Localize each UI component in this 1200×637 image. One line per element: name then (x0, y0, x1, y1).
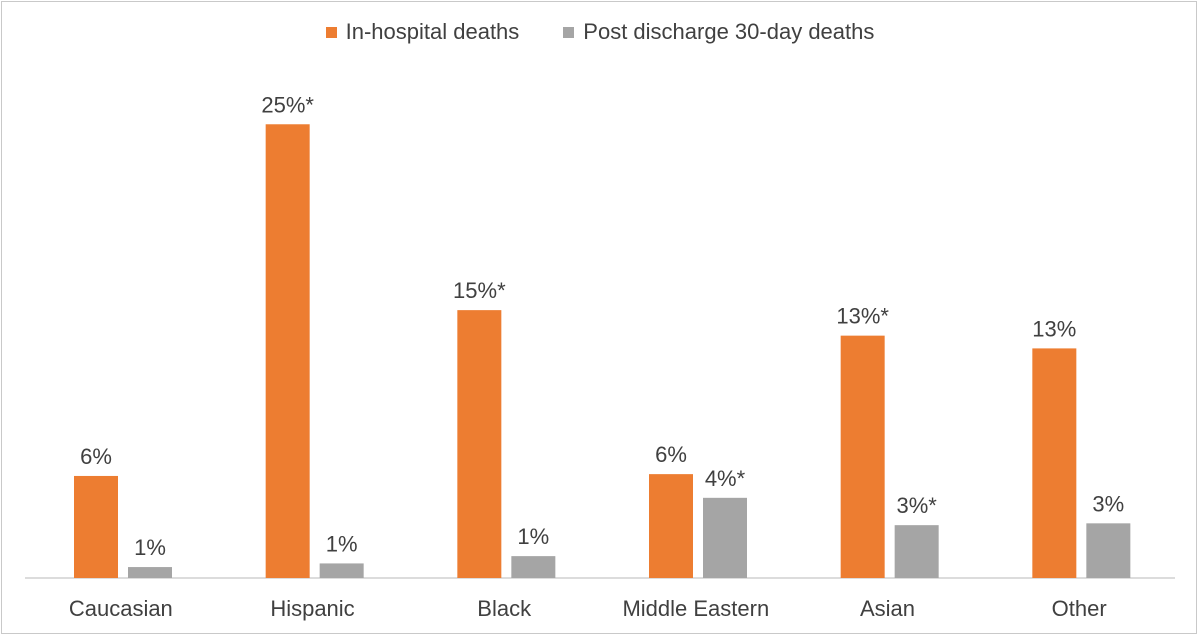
bar-in-hospital-asian (840, 335, 885, 578)
data-label-post-discharge-caucasian: 1% (134, 535, 166, 560)
legend-label-in-hospital: In-hospital deaths (345, 19, 520, 44)
data-label-in-hospital-middle-eastern: 6% (655, 442, 687, 467)
category-label-other: Other (1052, 596, 1107, 621)
legend: In-hospital deaths Post discharge 30-day… (0, 19, 1200, 45)
category-label-asian: Asian (860, 596, 915, 621)
data-label-post-discharge-black: 1% (517, 524, 549, 549)
data-label-in-hospital-caucasian: 6% (80, 444, 112, 469)
bar-post-discharge-other (1086, 523, 1131, 578)
bar-post-discharge-middle-eastern (703, 497, 747, 578)
bar-post-discharge-hispanic (319, 563, 364, 578)
data-label-in-hospital-black: 15%* (453, 278, 506, 303)
legend-item-post-discharge: Post discharge 30-day deaths (563, 19, 874, 45)
category-label-middle-eastern: Middle Eastern (622, 596, 769, 621)
legend-swatch-in-hospital (325, 26, 337, 38)
data-label-post-discharge-asian: 3%* (896, 493, 937, 518)
bar-in-hospital-hispanic (265, 124, 310, 579)
legend-item-in-hospital: In-hospital deaths (325, 19, 520, 45)
category-label-black: Black (477, 596, 532, 621)
bar-post-discharge-asian (894, 525, 939, 578)
bar-post-discharge-caucasian (128, 567, 172, 578)
data-label-in-hospital-hispanic: 25%* (261, 92, 314, 117)
data-label-in-hospital-asian: 13%* (836, 304, 889, 329)
data-label-post-discharge-hispanic: 1% (326, 531, 358, 556)
legend-swatch-post-discharge (563, 26, 575, 38)
bar-in-hospital-caucasian (74, 475, 118, 578)
legend-label-post-discharge: Post discharge 30-day deaths (583, 19, 875, 44)
category-label-caucasian: Caucasian (69, 596, 173, 621)
bar-in-hospital-black (457, 310, 502, 578)
bar-in-hospital-middle-eastern (649, 474, 693, 578)
bar-in-hospital-other (1032, 348, 1077, 578)
data-label-post-discharge-other: 3% (1092, 491, 1124, 516)
data-label-post-discharge-middle-eastern: 4%* (705, 466, 746, 491)
data-label-in-hospital-other: 13% (1032, 316, 1076, 341)
category-label-hispanic: Hispanic (270, 596, 354, 621)
bar-post-discharge-black (511, 556, 556, 578)
